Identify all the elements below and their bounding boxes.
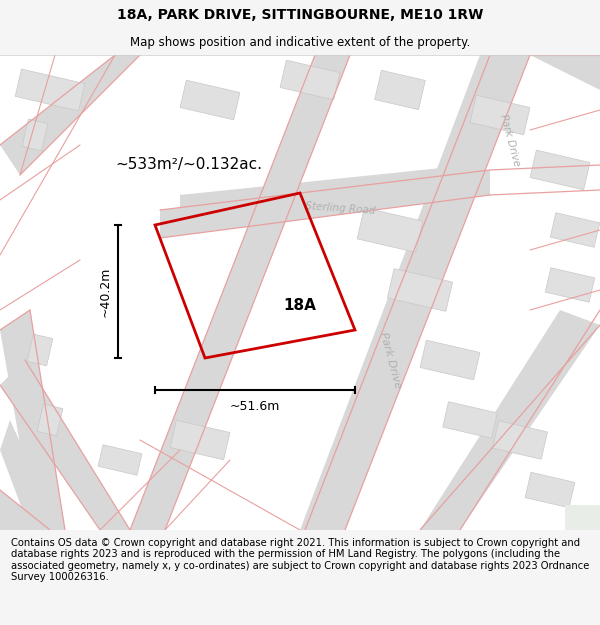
Bar [37, 404, 63, 436]
Bar [22, 119, 48, 151]
Text: Sterling Road: Sterling Road [305, 201, 376, 216]
Bar [15, 69, 85, 111]
Text: 18A, PARK DRIVE, SITTINGBOURNE, ME10 1RW: 18A, PARK DRIVE, SITTINGBOURNE, ME10 1RW [117, 8, 483, 22]
Polygon shape [0, 490, 50, 530]
Polygon shape [0, 420, 60, 530]
Bar [388, 269, 452, 311]
Polygon shape [0, 360, 130, 530]
Bar [493, 421, 548, 459]
Bar [565, 505, 600, 530]
Bar [357, 208, 423, 252]
Text: Park Drive: Park Drive [498, 112, 522, 168]
Polygon shape [305, 55, 530, 530]
Polygon shape [0, 55, 140, 175]
Bar [420, 340, 480, 380]
Bar [27, 334, 53, 366]
Polygon shape [0, 310, 65, 530]
Polygon shape [160, 170, 490, 238]
Text: Map shows position and indicative extent of the property.: Map shows position and indicative extent… [130, 36, 470, 49]
Text: Contains OS data © Crown copyright and database right 2021. This information is : Contains OS data © Crown copyright and d… [11, 538, 589, 582]
Bar [545, 268, 595, 302]
Bar [280, 60, 340, 100]
Text: ~51.6m: ~51.6m [230, 400, 280, 413]
Bar [550, 213, 600, 248]
Polygon shape [420, 310, 600, 530]
Text: ~533m²/~0.132ac.: ~533m²/~0.132ac. [115, 158, 262, 172]
Polygon shape [300, 55, 520, 530]
Polygon shape [495, 55, 600, 90]
Bar [180, 80, 240, 120]
Polygon shape [130, 55, 350, 530]
Bar [530, 150, 590, 190]
Bar [170, 420, 230, 460]
Text: 18A: 18A [284, 298, 316, 312]
Bar [470, 95, 530, 135]
Text: Park Drive: Park Drive [377, 331, 403, 389]
Bar [375, 71, 425, 109]
Bar [98, 445, 142, 475]
Bar [525, 472, 575, 508]
Text: ~40.2m: ~40.2m [99, 266, 112, 317]
Polygon shape [180, 165, 470, 225]
Bar [443, 402, 497, 438]
